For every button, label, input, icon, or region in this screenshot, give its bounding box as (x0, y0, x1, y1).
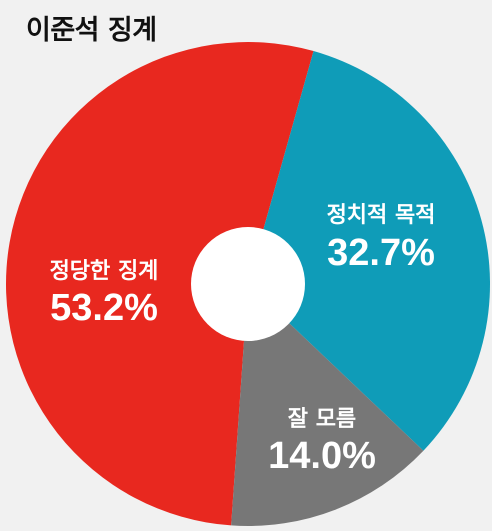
slice-label: 잘 모름 (288, 407, 356, 432)
slice-label: 정당한 징계 (50, 259, 159, 284)
slice-value: 32.7% (327, 232, 435, 274)
slice-value: 53.2% (50, 287, 158, 329)
slice-label: 정치적 목적 (327, 203, 436, 228)
pie-slice (248, 51, 490, 451)
pie-slice (6, 42, 314, 526)
donut-hole (191, 227, 305, 341)
pie-slice (231, 284, 424, 526)
slice-value: 14.0% (268, 435, 376, 477)
chart-title: 이준석 징계 (26, 15, 157, 46)
